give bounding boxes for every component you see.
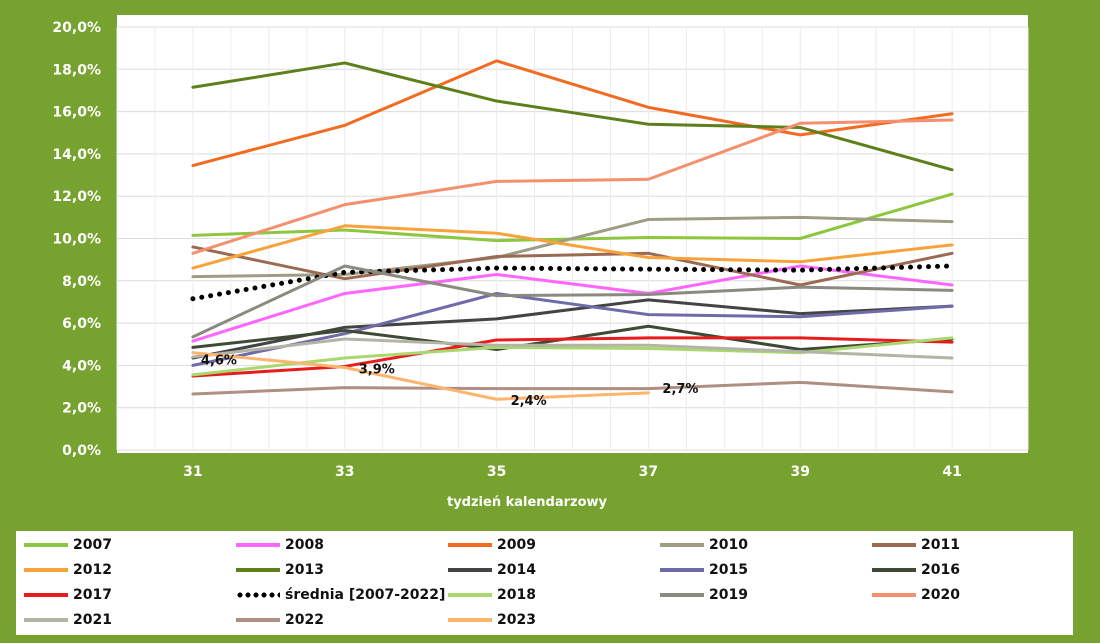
legend-label: 2014 <box>497 562 536 578</box>
legend-swatch <box>24 539 68 551</box>
series-line-2009 <box>191 59 954 168</box>
legend-label: 2018 <box>497 587 536 603</box>
legend-label: 2007 <box>73 537 112 553</box>
series-line-2023 <box>191 351 650 401</box>
legend-item: 2014 <box>448 559 536 581</box>
legend-label: 2020 <box>921 587 960 603</box>
legend-item: 2022 <box>236 609 324 631</box>
legend-swatch <box>448 589 492 601</box>
data-labels: 4,6% 3,9% 2,4% 2,7% <box>201 354 699 410</box>
legend-item: 2009 <box>448 534 536 556</box>
legend-item: 2019 <box>660 584 748 606</box>
y-tick-label: 14,0% <box>52 147 101 163</box>
y-tick-label: 4,0% <box>62 358 101 374</box>
y-tick-label: 16,0% <box>52 105 101 121</box>
legend-swatch <box>448 539 492 551</box>
legend-label: 2008 <box>285 537 324 553</box>
legend-label: 2019 <box>709 587 748 603</box>
legend-item: 2016 <box>872 559 960 581</box>
legend: 2007 2008 2009 2010 2011 2012 2013 2014 2015 2016… <box>16 531 1073 635</box>
legend-item: 2013 <box>236 559 324 581</box>
legend-swatch <box>872 539 916 551</box>
legend-item: 2020 <box>872 584 960 606</box>
series-line-2021 <box>191 337 954 360</box>
series-line-2018 <box>191 336 954 377</box>
series-line-2008 <box>191 264 954 343</box>
legend-label: 2016 <box>921 562 960 578</box>
legend-item: 2023 <box>448 609 536 631</box>
series-line-2017 <box>191 336 954 378</box>
legend-swatch <box>660 564 704 576</box>
x-tick-label: 35 <box>487 464 506 480</box>
legend-item: 2007 <box>24 534 112 556</box>
series-line-2019 <box>191 264 954 339</box>
legend-item: 2008 <box>236 534 324 556</box>
series-lines <box>190 59 955 401</box>
y-tick-label: 6,0% <box>62 316 101 332</box>
legend-swatch <box>236 539 280 551</box>
legend-label: 2012 <box>73 562 112 578</box>
legend-item: 2012 <box>24 559 112 581</box>
y-tick-label: 20,0% <box>52 20 101 36</box>
series-line-2022 <box>191 380 954 396</box>
legend-swatch <box>872 589 916 601</box>
x-tick-label: 41 <box>942 464 961 480</box>
y-tick-label: 10,0% <box>52 232 101 248</box>
legend-swatch <box>236 564 280 576</box>
x-axis-title: tydzień kalendarzowy <box>447 495 608 510</box>
line-chart: 0,0% 2,0% 4,0% 6,0% 8,0% 10,0% 12,0% 14,0% 16,0%… <box>52 15 1029 510</box>
x-tick-label: 39 <box>791 464 810 480</box>
x-axis-ticks: 31 33 35 37 39 41 <box>183 464 962 480</box>
legend-label: 2009 <box>497 537 536 553</box>
data-label: 4,6% <box>201 354 237 369</box>
legend-swatch <box>24 589 68 601</box>
data-label: 2,4% <box>511 394 547 409</box>
data-label: 2,7% <box>662 382 698 397</box>
legend-label: 2023 <box>497 612 536 628</box>
legend-item: 2018 <box>448 584 536 606</box>
legend-swatch <box>24 614 68 626</box>
legend-item: średnia [2007-2022] <box>236 584 445 606</box>
x-tick-label: 33 <box>335 464 354 480</box>
legend-label: 2011 <box>921 537 960 553</box>
series-line-2012 <box>191 224 954 270</box>
x-tick-label: 37 <box>639 464 658 480</box>
legend-item: 2015 <box>660 559 748 581</box>
legend-label: 2022 <box>285 612 324 628</box>
legend-swatch <box>236 589 280 601</box>
legend-item: 2021 <box>24 609 112 631</box>
legend-swatch <box>24 564 68 576</box>
legend-label: 2013 <box>285 562 324 578</box>
legend-item: 2010 <box>660 534 748 556</box>
legend-swatch <box>660 589 704 601</box>
legend-label: średnia [2007-2022] <box>285 587 446 603</box>
data-label: 3,9% <box>359 363 395 378</box>
legend-label: 2015 <box>709 562 748 578</box>
series-line-2020 <box>191 118 954 255</box>
legend-label: 2021 <box>73 612 112 628</box>
y-tick-label: 2,0% <box>62 401 101 417</box>
y-axis-ticks: 0,0% 2,0% 4,0% 6,0% 8,0% 10,0% 12,0% 14,0% 16,0%… <box>52 20 101 459</box>
legend-swatch <box>448 564 492 576</box>
legend-swatch <box>872 564 916 576</box>
legend-item: 2011 <box>872 534 960 556</box>
y-tick-label: 8,0% <box>62 274 101 290</box>
series-line-2011 <box>191 245 954 287</box>
x-tick-label: 31 <box>183 464 202 480</box>
legend-label: 2017 <box>73 587 112 603</box>
series-line-2015 <box>191 291 954 367</box>
legend-label: 2010 <box>709 537 748 553</box>
legend-swatch <box>236 614 280 626</box>
legend-swatch <box>448 614 492 626</box>
y-tick-label: 0,0% <box>62 443 101 459</box>
y-tick-label: 12,0% <box>52 189 101 205</box>
legend-swatch <box>660 539 704 551</box>
series-line-2013 <box>191 61 954 172</box>
legend-item: 2017 <box>24 584 112 606</box>
y-tick-label: 18,0% <box>52 62 101 78</box>
